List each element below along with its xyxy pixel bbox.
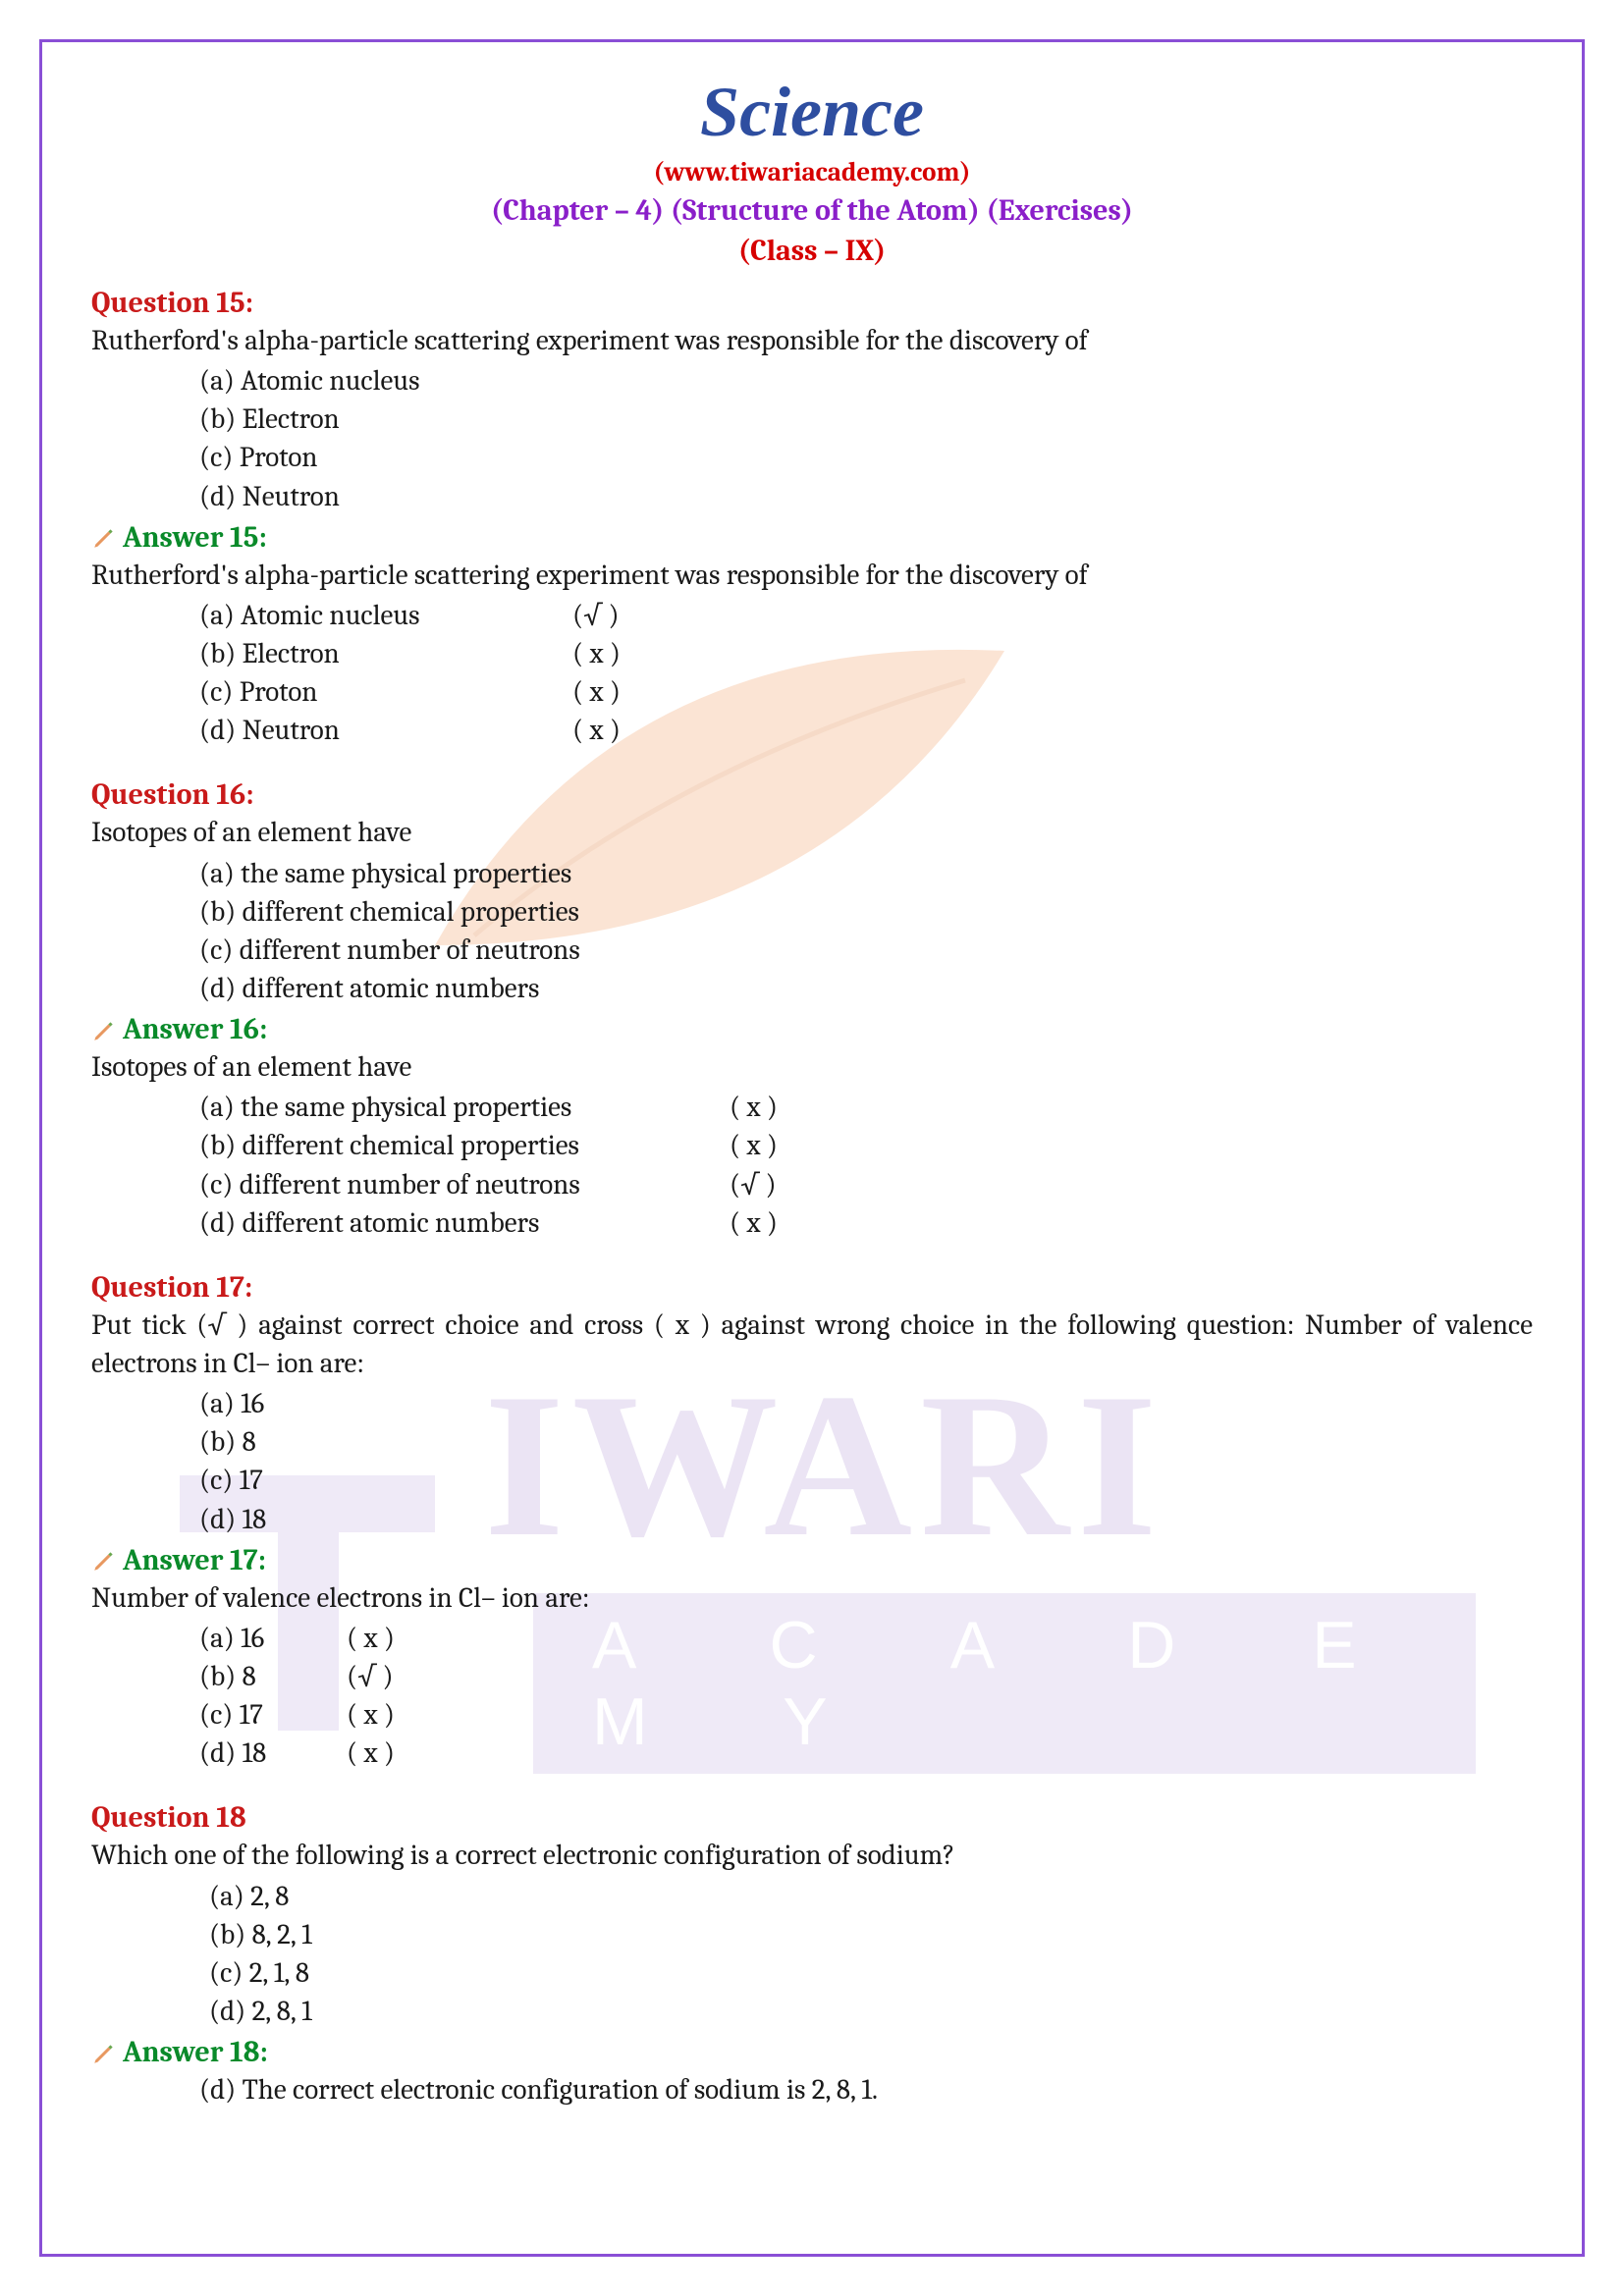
- answer-option: (a) Atomic nucleus(√ ): [199, 597, 1533, 635]
- pencil-icon: [91, 524, 117, 550]
- option: (d) different atomic numbers: [199, 970, 1533, 1008]
- option: (c) 2, 1, 8: [209, 1954, 1533, 1993]
- option: (a) Atomic nucleus: [199, 362, 1533, 400]
- option: (b) 8: [199, 1423, 1533, 1462]
- question-16-options: (a) the same physical properties (b) dif…: [199, 855, 1533, 1009]
- answer-option: (c) 17( x ): [199, 1696, 1533, 1735]
- option: (c) Proton: [199, 439, 1533, 477]
- option: (b) different chemical properties: [199, 893, 1533, 932]
- answer-17-label: Answer 17:: [91, 1543, 1533, 1577]
- page-border: IWARI A C A D E M Y Science (www.tiwaria…: [39, 39, 1585, 2257]
- answer-15-label: Answer 15:: [91, 520, 1533, 555]
- option: (a) 2, 8: [209, 1878, 1533, 1916]
- header: Science (www.tiwariacademy.com) (Chapter…: [91, 72, 1533, 268]
- question-18-text: Which one of the following is a correct …: [91, 1837, 1533, 1875]
- option: (d) 2, 8, 1: [209, 1993, 1533, 2031]
- answer-15-options: (a) Atomic nucleus(√ ) (b) Electron( x )…: [199, 597, 1533, 751]
- answer-option: (a) the same physical properties( x ): [199, 1089, 1533, 1127]
- answer-17-options: (a) 16( x ) (b) 8(√ ) (c) 17( x ) (d) 18…: [199, 1620, 1533, 1774]
- question-16-label: Question 16:: [91, 777, 1533, 812]
- website-url: (www.tiwariacademy.com): [91, 157, 1533, 187]
- answer-option: (b) 8(√ ): [199, 1658, 1533, 1696]
- option: (a) the same physical properties: [199, 855, 1533, 893]
- question-16-text: Isotopes of an element have: [91, 814, 1533, 852]
- question-17-text: Put tick (√ ) against correct choice and…: [91, 1307, 1533, 1383]
- question-15-label: Question 15:: [91, 286, 1533, 320]
- pencil-icon: [91, 2040, 117, 2065]
- answer-option: (d) 18( x ): [199, 1735, 1533, 1773]
- answer-15-text: Rutherford's alpha-particle scattering e…: [91, 557, 1533, 595]
- option: (d) 18: [199, 1501, 1533, 1539]
- question-18-label: Question 18: [91, 1800, 1533, 1835]
- option: (c) different number of neutrons: [199, 932, 1533, 970]
- page-title: Science: [91, 72, 1533, 153]
- answer-option: (c) Proton( x ): [199, 673, 1533, 712]
- question-15-text: Rutherford's alpha-particle scattering e…: [91, 322, 1533, 360]
- question-15-options: (a) Atomic nucleus (b) Electron (c) Prot…: [199, 362, 1533, 516]
- answer-option: (d) Neutron( x ): [199, 712, 1533, 750]
- question-17-options: (a) 16 (b) 8 (c) 17 (d) 18: [199, 1385, 1533, 1539]
- answer-16-options: (a) the same physical properties( x ) (b…: [199, 1089, 1533, 1243]
- chapter-line: (Chapter – 4) (Structure of the Atom) (E…: [91, 193, 1533, 228]
- content: Science (www.tiwariacademy.com) (Chapter…: [91, 72, 1533, 2109]
- question-18-options: (a) 2, 8 (b) 8, 2, 1 (c) 2, 1, 8 (d) 2, …: [209, 1878, 1533, 2032]
- answer-16-text: Isotopes of an element have: [91, 1048, 1533, 1087]
- answer-18-label: Answer 18:: [91, 2035, 1533, 2069]
- pencil-icon: [91, 1547, 117, 1573]
- question-17-label: Question 17:: [91, 1270, 1533, 1305]
- answer-17-text: Number of valence electrons in Cl– ion a…: [91, 1579, 1533, 1618]
- class-line: (Class – IX): [91, 234, 1533, 268]
- option: (b) 8, 2, 1: [209, 1916, 1533, 1954]
- answer-18-text: (d) The correct electronic configuration…: [199, 2071, 1533, 2109]
- pencil-icon: [91, 1017, 117, 1042]
- answer-option: (b) different chemical properties( x ): [199, 1127, 1533, 1165]
- option: (b) Electron: [199, 400, 1533, 439]
- option: (c) 17: [199, 1462, 1533, 1500]
- answer-option: (c) different number of neutrons(√ ): [199, 1166, 1533, 1204]
- option: (a) 16: [199, 1385, 1533, 1423]
- answer-option: (b) Electron( x ): [199, 635, 1533, 673]
- answer-option: (a) 16( x ): [199, 1620, 1533, 1658]
- answer-option: (d) different atomic numbers( x ): [199, 1204, 1533, 1243]
- answer-16-label: Answer 16:: [91, 1012, 1533, 1046]
- option: (d) Neutron: [199, 478, 1533, 516]
